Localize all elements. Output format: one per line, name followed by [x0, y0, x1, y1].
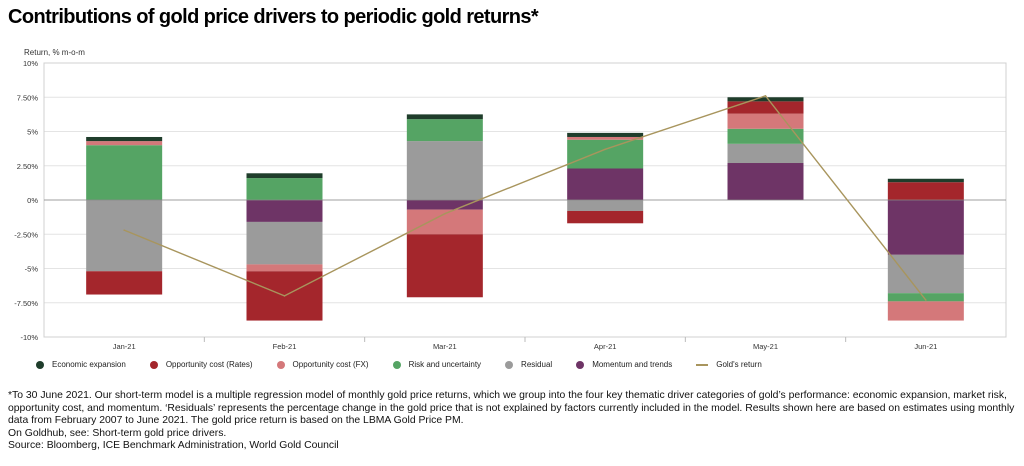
bar-segment: [567, 210, 644, 224]
bar-segment: [567, 132, 644, 137]
bar-segment: [727, 143, 804, 164]
legend-item: Gold's return: [696, 360, 762, 369]
gold-return-point: [925, 299, 927, 301]
x-tick-label: Feb-21: [273, 342, 297, 351]
bar-segment: [246, 264, 323, 272]
bar-segment: [86, 141, 163, 146]
bar-segment: [86, 145, 163, 200]
legend-label: Momentum and trends: [592, 360, 673, 369]
y-tick-label: 2.50%: [17, 162, 39, 171]
legend-swatch: [276, 360, 285, 369]
bar-segment: [86, 200, 163, 272]
bar-segment: [406, 200, 483, 210]
chart-title: Contributions of gold price drivers to p…: [8, 6, 539, 28]
legend-swatch: [149, 360, 158, 369]
legend-swatch: [576, 360, 585, 369]
legend-label: Gold's return: [716, 360, 762, 369]
x-tick-label: May-21: [753, 342, 778, 351]
legend-item: Opportunity cost (Rates): [149, 360, 253, 369]
gold-return-point: [123, 229, 125, 231]
bar-segment: [727, 128, 804, 144]
bar-segment: [887, 254, 964, 294]
bar-segment: [406, 119, 483, 142]
bar-segment: [86, 271, 163, 295]
bar-segment: [406, 141, 483, 200]
bar-segment: [86, 136, 163, 142]
footnote-goldhub: On Goldhub, see: Short-term gold price d…: [8, 427, 227, 439]
bar-segment: [887, 178, 964, 183]
footnote-source: Source: Bloomberg, ICE Benchmark Adminis…: [8, 440, 339, 452]
legend-item: Risk and uncertainty: [392, 360, 482, 369]
y-tick-label: -2.50%: [14, 230, 38, 239]
bar-segment: [727, 101, 804, 114]
bar-segment: [567, 139, 644, 169]
y-tick-label: -5%: [25, 265, 39, 274]
bar-segment: [887, 293, 964, 302]
legend-swatch: [36, 360, 44, 369]
gold-return-point: [444, 212, 446, 215]
legend-item: Residual: [505, 360, 552, 369]
bar-segment: [246, 200, 323, 222]
y-axis-label: Return, % m-o-m: [24, 48, 85, 57]
legend-label: Residual: [521, 360, 553, 369]
y-tick-label: -7.50%: [14, 299, 38, 308]
legend-label: Risk and uncertainty: [408, 360, 482, 369]
legend-label: Economic expansion: [52, 360, 126, 369]
bar-segment: [887, 182, 964, 200]
bar-segment: [887, 200, 964, 255]
y-tick-label: 5%: [27, 128, 38, 137]
x-tick-label: Mar-21: [433, 342, 457, 351]
bar-segment: [406, 234, 483, 298]
legend-item: Momentum and trends: [576, 360, 672, 369]
gold-return-line: [123, 95, 927, 301]
x-tick-label: Jun-21: [914, 342, 937, 351]
bar-segment: [406, 114, 483, 120]
x-tick-label: Jan-21: [113, 342, 136, 351]
y-tick-label: 0%: [27, 196, 38, 205]
bar-segment: [727, 97, 804, 102]
bar-segment: [246, 178, 323, 200]
gold-return-point: [283, 295, 286, 297]
gold-return-point: [764, 95, 767, 97]
bar-segment: [887, 301, 964, 321]
bar-segment: [246, 173, 323, 179]
y-tick-label: -10%: [20, 333, 38, 342]
legend-item: Economic expansion: [36, 360, 126, 369]
chart-legend: Economic expansion Opportunity cost (Rate…: [36, 360, 786, 369]
bar-segment: [246, 221, 323, 265]
y-tick-label: 10%: [23, 59, 38, 68]
legend-item: Opportunity cost (FX): [276, 360, 369, 369]
y-tick-label: 7.50%: [17, 93, 39, 102]
bar-segment: [567, 200, 644, 211]
bar-segment: [567, 168, 644, 200]
bar-segment: [727, 113, 804, 129]
x-tick-label: Apr-21: [594, 342, 617, 351]
footnote-note: *To 30 June 2021. Our short-term model i…: [8, 390, 1015, 427]
bar-segment: [727, 163, 804, 200]
gold-return-point: [604, 148, 606, 151]
legend-line-swatch: [696, 363, 709, 366]
legend-swatch: [392, 360, 401, 369]
legend-label: Opportunity cost (FX): [292, 360, 369, 369]
legend-swatch: [505, 360, 514, 369]
footnote: *To 30 June 2021. Our short-term model i…: [8, 390, 1018, 453]
bar-segment: [567, 136, 644, 140]
legend-label: Opportunity cost (Rates): [165, 360, 253, 369]
